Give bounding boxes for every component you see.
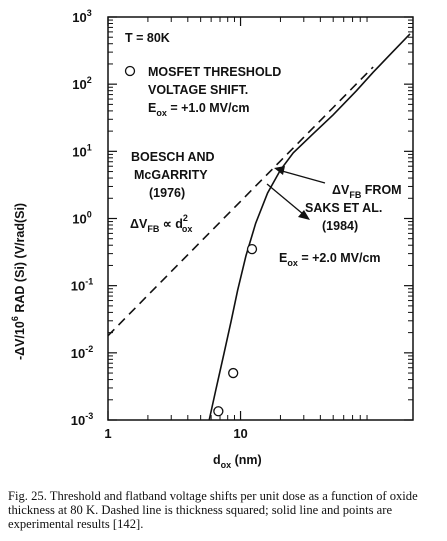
y-axis-label: -ΔV/106 RAD (Si) (V/rad(Si) — [10, 203, 27, 360]
solid-experimental-line — [208, 33, 411, 421]
annotation-boesch-line3: (1976) — [149, 186, 185, 200]
x-tick-label: 1 — [104, 426, 111, 441]
arrow-saks-line — [281, 170, 326, 184]
series-layer — [107, 33, 411, 421]
annotation-mosfet-line1: MOSFET THRESHOLD — [148, 65, 281, 79]
annotation-saks-line1: ΔVFB FROM — [332, 183, 402, 200]
data-point — [228, 367, 239, 379]
y-tick-label: 103 — [72, 8, 91, 25]
dashed-thickness-squared-line — [107, 66, 374, 337]
annotation-eox-1: Eox = +1.0 MV/cm — [148, 101, 250, 118]
data-point — [246, 243, 258, 255]
x-tick-labels: 110102 — [104, 426, 247, 441]
y-tick-label: 10-2 — [71, 344, 93, 361]
annotation-boesch-line1: BOESCH AND — [131, 150, 215, 164]
arrow-boesch-head — [298, 210, 310, 220]
major-ticks — [107, 16, 413, 421]
annotation-saks-line2: SAKS ET AL. — [305, 201, 382, 215]
data-point — [213, 406, 224, 417]
y-tick-label: 102 — [72, 75, 91, 92]
x-axis-label: dox (nm) — [213, 453, 262, 470]
annotation-proportionality: ΔVFB ∝ d2 ox — [130, 213, 192, 234]
annotation-saks-line3: (1984) — [322, 219, 358, 233]
y-tick-labels: 10-3 10-2 10-1 100 101 102 103 — [71, 8, 93, 428]
arrow-saks-head — [274, 166, 285, 175]
y-tick-label: 101 — [72, 142, 91, 159]
annotation-arrows — [266, 166, 326, 220]
arrow-boesch-line — [266, 183, 304, 215]
figure-caption: Fig. 25. Threshold and flatband voltage … — [8, 489, 418, 531]
minor-ticks — [108, 17, 414, 420]
y-tick-label: 10-1 — [71, 277, 93, 294]
annotation-temperature: T = 80K — [125, 31, 170, 45]
annotation-mosfet-line2: VOLTAGE SHIFT. — [148, 83, 248, 97]
annotation-eox-2: Eox = +2.0 MV/cm — [279, 251, 381, 268]
y-tick-label: 100 — [72, 210, 91, 227]
x-tick-label: 10 — [233, 426, 247, 441]
y-tick-label: 10-3 — [71, 411, 93, 428]
legend-circle-marker — [124, 65, 136, 77]
annotation-boesch-line2: McGARRITY — [134, 168, 208, 182]
